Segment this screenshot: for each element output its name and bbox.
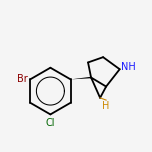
- Text: H: H: [102, 101, 110, 111]
- Text: Br: Br: [17, 74, 28, 84]
- Text: NH: NH: [121, 62, 136, 72]
- Polygon shape: [71, 77, 91, 79]
- Text: Cl: Cl: [46, 118, 55, 128]
